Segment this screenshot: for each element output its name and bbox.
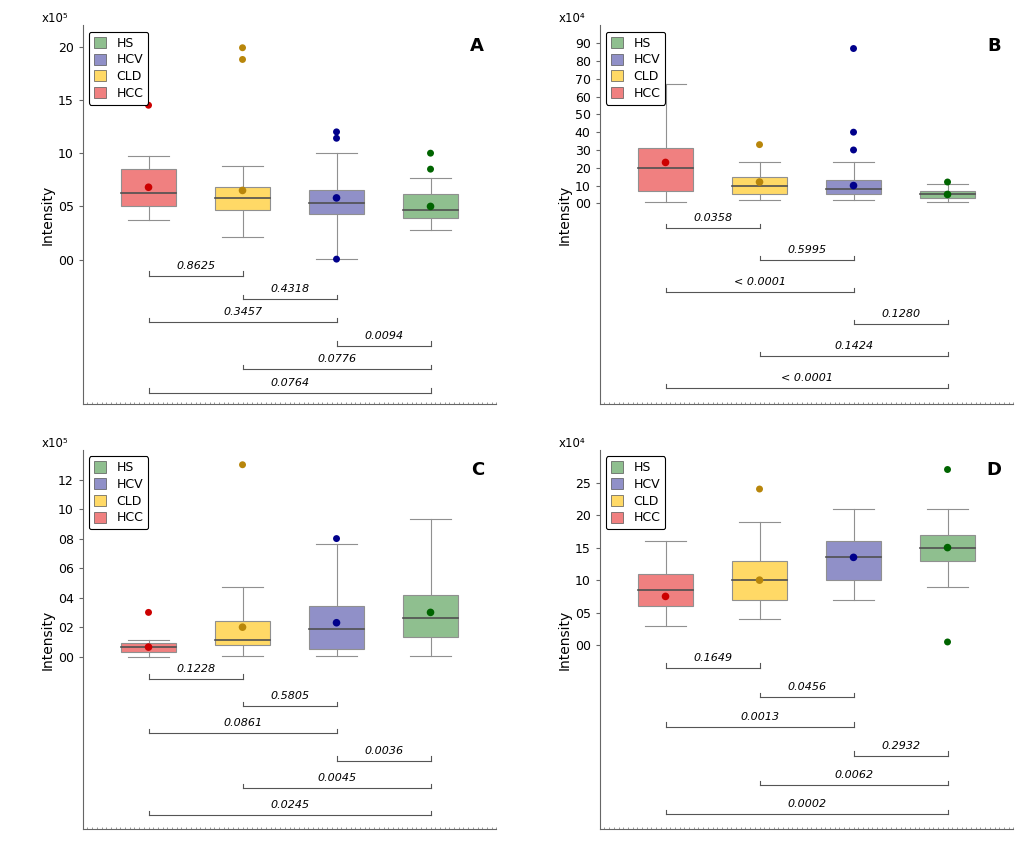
Text: 0.2932: 0.2932 [881,741,920,751]
Point [845,125,861,139]
Point [845,143,861,157]
Text: D: D [985,461,1001,480]
Point [422,606,438,619]
Bar [732,561,787,600]
Point [422,162,438,176]
Text: 0.1280: 0.1280 [881,310,920,320]
Point [235,458,251,471]
Bar [826,180,881,195]
Point [328,616,344,629]
Text: C: C [470,461,484,480]
Bar [309,607,364,650]
Point [141,606,157,619]
Text: 0.0861: 0.0861 [223,718,262,728]
Bar [121,169,176,206]
Text: 0.0358: 0.0358 [693,213,732,223]
Point [235,41,251,54]
Point [658,590,674,603]
Point [752,138,768,151]
Point [235,184,251,197]
Bar [121,644,176,652]
Text: 0.3457: 0.3457 [223,307,262,317]
Point [328,532,344,546]
Text: B: B [987,36,1001,55]
Point [845,551,861,564]
Text: 0.8625: 0.8625 [176,261,215,271]
Text: 0.5995: 0.5995 [787,245,826,255]
Bar [732,177,787,195]
Bar [920,191,975,198]
Point [939,188,955,201]
Bar [215,187,270,210]
Point [939,175,955,189]
Bar [920,535,975,561]
Text: 0.0002: 0.0002 [787,799,826,810]
Y-axis label: Intensity: Intensity [41,184,55,245]
Point [658,156,674,169]
Text: 0.0036: 0.0036 [364,746,403,755]
Legend: HS, HCV, CLD, HCC: HS, HCV, CLD, HCC [606,456,665,530]
Bar [309,190,364,214]
Y-axis label: Intensity: Intensity [41,609,55,670]
Point [939,635,955,649]
Bar [638,148,693,191]
Point [328,191,344,205]
Y-axis label: Intensity: Intensity [558,184,572,245]
Legend: HS, HCV, CLD, HCC: HS, HCV, CLD, HCC [89,31,148,105]
Point [752,175,768,189]
Text: x10⁴: x10⁴ [558,13,585,25]
Text: 0.0094: 0.0094 [364,331,403,341]
Text: 0.1424: 0.1424 [834,342,873,351]
Text: x10⁵: x10⁵ [41,13,68,25]
Text: 0.0776: 0.0776 [317,354,356,365]
Bar [638,574,693,607]
Point [328,125,344,139]
Text: 0.0045: 0.0045 [317,773,356,783]
Text: 0.0013: 0.0013 [740,711,779,722]
Bar [215,621,270,645]
Text: 0.4318: 0.4318 [270,284,309,294]
Point [422,200,438,213]
Point [235,620,251,634]
Point [235,52,251,66]
Text: 0.5805: 0.5805 [270,691,309,701]
Point [141,640,157,654]
Text: 0.0456: 0.0456 [787,682,826,692]
Text: 0.0764: 0.0764 [270,378,309,387]
Y-axis label: Intensity: Intensity [558,609,572,670]
Point [939,463,955,476]
Text: 0.0245: 0.0245 [270,800,309,810]
Point [141,98,157,112]
Text: x10⁴: x10⁴ [558,437,585,450]
Legend: HS, HCV, CLD, HCC: HS, HCV, CLD, HCC [606,31,665,105]
Point [845,179,861,192]
Point [141,180,157,194]
Text: 0.0062: 0.0062 [834,770,873,780]
Text: < 0.0001: < 0.0001 [733,277,786,288]
Point [328,131,344,145]
Point [328,252,344,266]
Point [845,41,861,55]
Text: 0.1649: 0.1649 [693,653,732,663]
Text: < 0.0001: < 0.0001 [781,373,832,383]
Bar [826,541,881,580]
Point [752,574,768,587]
Text: x10⁵: x10⁵ [41,437,68,450]
Text: 0.1228: 0.1228 [176,664,215,673]
Legend: HS, HCV, CLD, HCC: HS, HCV, CLD, HCC [89,456,148,530]
Point [939,541,955,554]
Point [752,482,768,496]
Text: A: A [470,36,484,55]
Bar [403,194,458,218]
Bar [403,595,458,638]
Point [422,146,438,160]
